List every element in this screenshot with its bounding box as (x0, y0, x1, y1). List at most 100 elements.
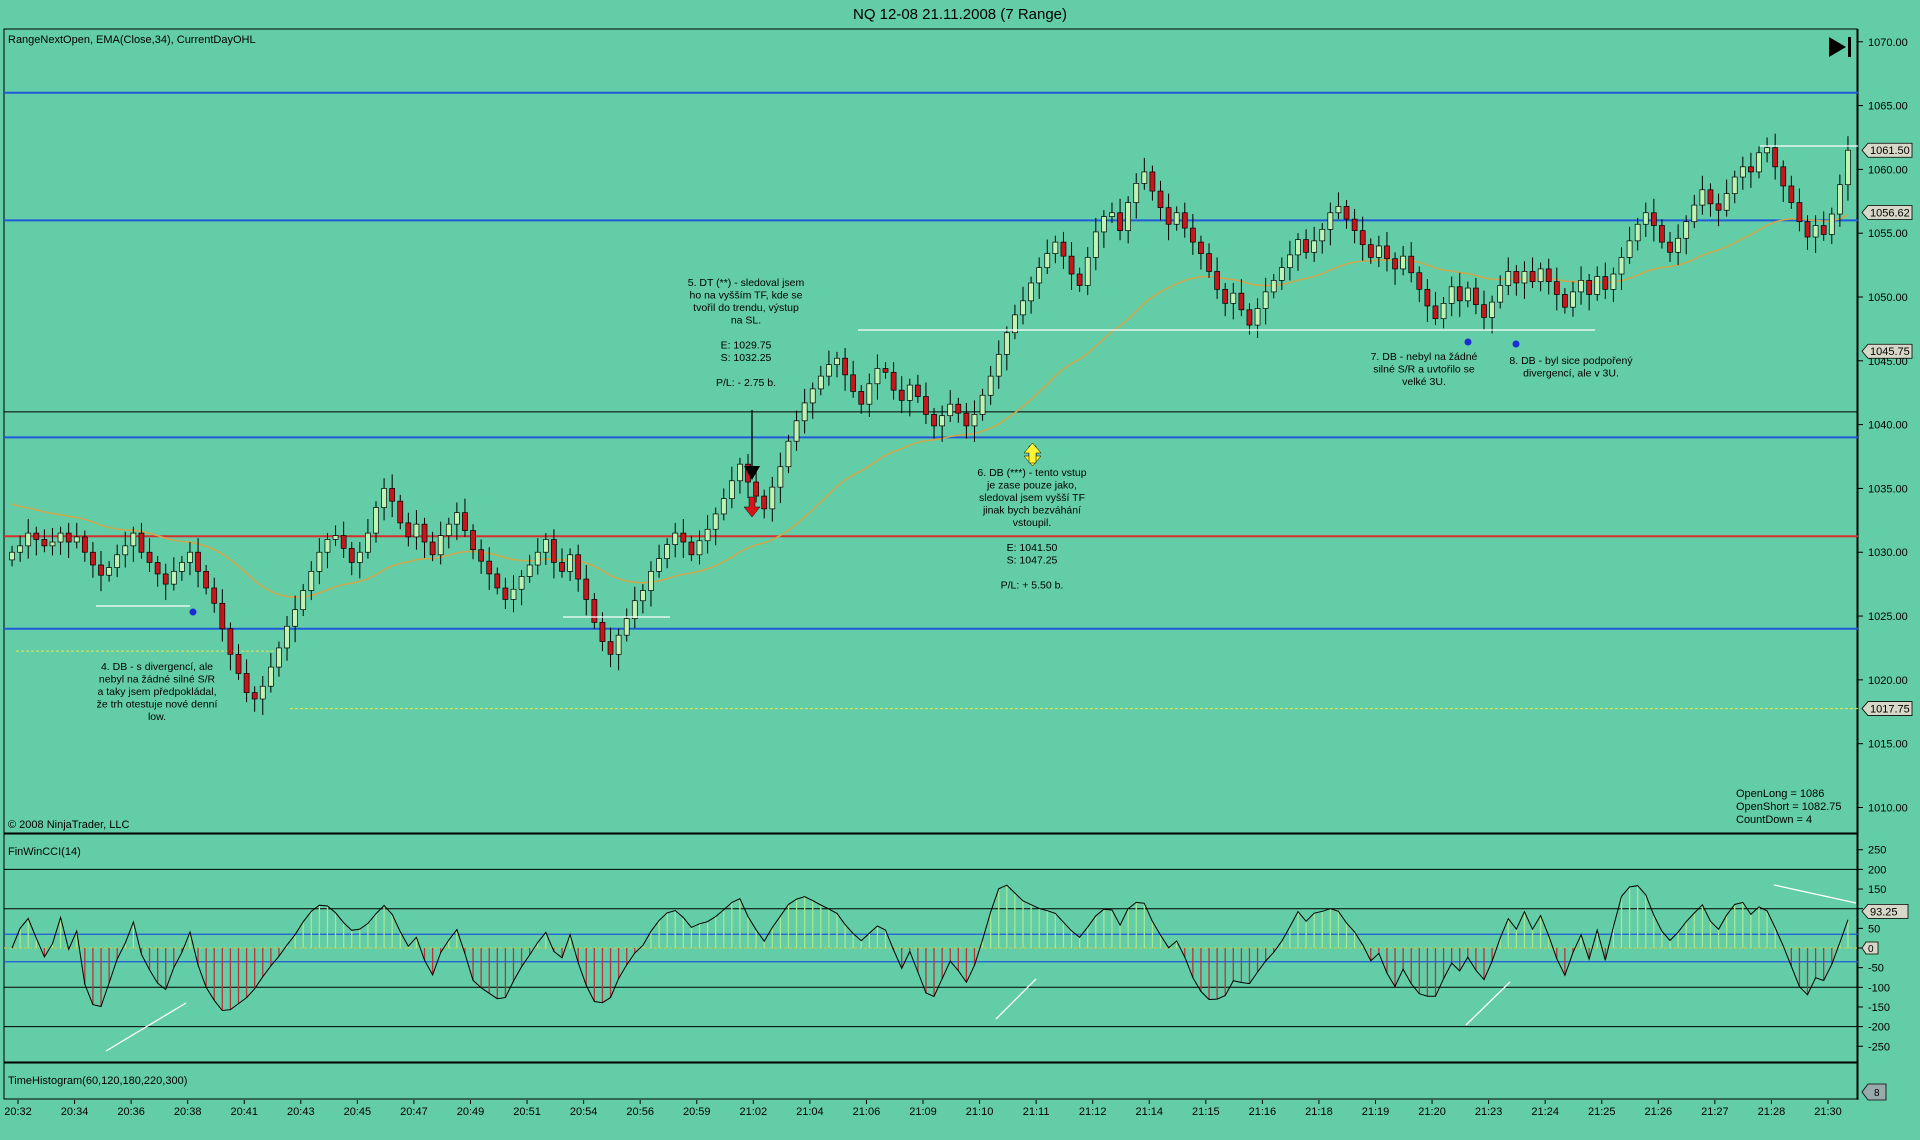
up-candle (1311, 240, 1318, 253)
down-candle (138, 532, 145, 553)
skip-to-end-icon[interactable] (1829, 37, 1851, 57)
candle (1295, 233, 1301, 271)
candle (1400, 245, 1406, 276)
down-candle (753, 481, 759, 497)
candle (995, 340, 1002, 389)
price-tick-label: 1050.00 (1868, 292, 1908, 304)
down-candle (235, 653, 242, 674)
candle (340, 521, 347, 558)
annotation-line: S: 1032.25 (721, 352, 772, 364)
time-tick-label: 21:06 (853, 1106, 881, 1118)
price-tick-label: 1015.00 (1868, 739, 1908, 751)
candle (955, 397, 962, 423)
candle (462, 498, 468, 537)
candle (753, 468, 759, 503)
candle (1675, 224, 1681, 266)
price-tick-label: 1020.00 (1868, 675, 1908, 687)
candle (559, 548, 565, 578)
up-candle (356, 551, 363, 563)
up-candle (276, 647, 282, 668)
down-candle (478, 549, 484, 562)
up-candle (971, 414, 978, 427)
up-candle (1003, 332, 1010, 355)
up-candle (1036, 267, 1043, 284)
annotation-line: S: 1047.25 (1007, 555, 1058, 567)
price-tick-label: 1070.00 (1868, 37, 1908, 49)
price-tick-label: 1060.00 (1868, 164, 1908, 176)
down-candle (842, 357, 848, 376)
up-candle (817, 375, 824, 390)
annotation-line: že trh otestuje nové denní (97, 699, 218, 711)
candle (1845, 136, 1851, 201)
up-candle (720, 498, 727, 515)
candle (1707, 183, 1714, 217)
down-candle (1189, 227, 1196, 243)
down-candle (405, 522, 412, 538)
down-candle (551, 539, 557, 563)
up-candle (114, 554, 121, 568)
candle (510, 575, 517, 613)
time-tick-label: 21:11 (1023, 1106, 1050, 1118)
down-candle (98, 564, 104, 576)
down-candle (1384, 245, 1390, 260)
candle (187, 542, 193, 576)
candle (1828, 207, 1835, 245)
up-candle (769, 486, 776, 510)
candle (987, 365, 994, 405)
up-candle (1141, 171, 1148, 184)
up-candle (1109, 212, 1115, 217)
time-histogram-label: TimeHistogram(60,120,180,220,300) (8, 1075, 187, 1087)
time-tick-label: 21:02 (740, 1106, 768, 1118)
candle (381, 478, 387, 521)
up-candle (1400, 255, 1406, 270)
up-candle (1837, 184, 1843, 215)
candle (1351, 208, 1358, 244)
time-tick-label: 21:16 (1249, 1106, 1277, 1118)
down-candle (348, 548, 355, 563)
candle (470, 524, 476, 560)
candle (842, 348, 848, 391)
annotation-line: ho na vyšším TF, kde se (689, 290, 802, 302)
up-candle (454, 512, 460, 525)
annotation-line: jinak bych bezváhání (982, 505, 1081, 517)
down-candle (502, 587, 509, 600)
candle (251, 686, 258, 712)
time-tick-label: 21:26 (1645, 1106, 1673, 1118)
cci-divergence-line-1 (995, 978, 1037, 1020)
down-candle (486, 560, 493, 575)
up-candle (737, 463, 743, 482)
candle (1036, 257, 1043, 299)
candle (1181, 202, 1188, 238)
up-candle (1125, 202, 1132, 231)
time-tick-label: 20:34 (61, 1106, 89, 1118)
candle (1659, 219, 1665, 249)
up-candle (445, 523, 452, 536)
candle (979, 388, 986, 421)
candle (397, 494, 404, 530)
candle (720, 488, 727, 521)
down-candle (688, 541, 695, 556)
down-candle (1456, 286, 1463, 302)
price-marker-box (1861, 142, 1913, 158)
candle (648, 561, 654, 607)
annotation-line: 5. DT (**) - sledoval jsem (688, 277, 805, 289)
candle (1238, 279, 1245, 317)
time-tick-label: 21:14 (1135, 1106, 1163, 1118)
annotation-line: P/L: - 2.75 b. (716, 377, 776, 389)
up-candle (793, 420, 800, 442)
stats-open-short: OpenShort = 1082.75 (1736, 801, 1842, 813)
candle (1448, 276, 1455, 317)
up-candle (259, 685, 266, 700)
time-tick-label: 20:54 (570, 1106, 598, 1118)
annotation-line: low. (148, 711, 166, 723)
candles-layer (9, 133, 1851, 715)
candle (1060, 231, 1067, 269)
candle (882, 362, 889, 379)
candle (17, 535, 23, 562)
up-candle (1295, 239, 1301, 256)
down-candle (1715, 203, 1722, 211)
candle (1335, 192, 1342, 220)
up-candle (801, 402, 808, 422)
time-tick-label: 20:41 (230, 1106, 258, 1118)
divergence-dot-0 (189, 608, 197, 616)
